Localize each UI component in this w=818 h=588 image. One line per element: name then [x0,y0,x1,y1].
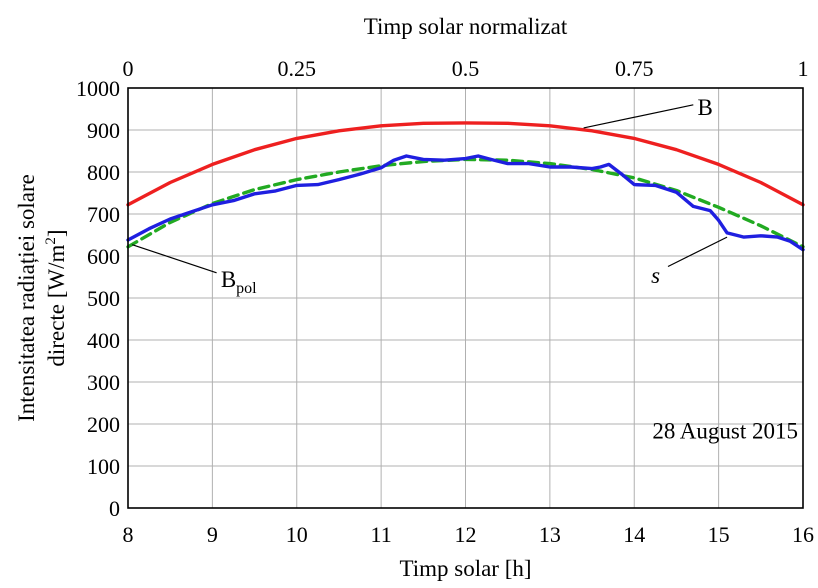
x-tick-label: 10 [286,522,308,547]
series-layer [126,121,805,252]
y-tick-label: 100 [87,454,120,479]
x-tick-label: 14 [623,522,645,547]
top-axis-tick-label: 0.25 [278,56,317,81]
x-tick-label: 16 [792,522,814,547]
y-tick-label: 0 [109,496,120,521]
y-tick-label: 300 [87,370,120,395]
grid [127,87,804,509]
y-axis-unit-close: ] [44,229,69,237]
top-axis-title: Timp solar normalizat [364,14,568,39]
series-label-bpol-sub: pol [236,280,257,297]
y-tick-label: 500 [87,286,120,311]
leader-line [583,104,694,129]
y-axis-title-line2: directe [W/m2] [43,229,69,366]
leader-line [667,236,728,268]
top-axis-tick-label: 0 [123,56,134,81]
y-tick-label: 400 [87,328,120,353]
top-axis-tick-label: 0.5 [452,56,480,81]
top-axis-tick-label: 0.75 [615,56,654,81]
x-tick-label: 9 [207,522,218,547]
y-tick-label: 1000 [76,76,120,101]
date-annotation: 28 August 2015 [652,419,798,444]
y-tick-label: 200 [87,412,120,437]
y-tick-label: 700 [87,202,120,227]
y-tick-label: 600 [87,244,120,269]
y-axis-title: Intensitatea radiației solare directe [W… [14,174,69,422]
y-axis-title-line1: Intensitatea radiației solare [14,174,39,422]
tick-labels: 8 9 10 11 12 13 14 15 16010020030040050060070080… [76,56,814,547]
x-tick-label: 13 [539,522,561,547]
x-tick-label: 11 [371,522,392,547]
series-line-b [126,121,805,207]
x-tick-label: 15 [708,522,730,547]
series-label-bpol-main: B [221,267,236,292]
leader-lines [132,104,728,274]
series-label-s: s [651,263,660,288]
series-label-bpol: Bpol [221,267,257,297]
x-tick-label: 8 [123,522,134,547]
series-label-b: B [698,95,713,120]
leader-line [132,244,217,274]
y-tick-label: 800 [87,160,120,185]
top-axis-tick-label: 1 [798,56,809,81]
series-line-s [126,154,805,252]
y-tick-label: 900 [87,118,120,143]
y-axis-unit-superscript: 2 [43,237,59,245]
x-tick-label: 12 [455,522,477,547]
plot-frame [127,87,804,509]
x-axis-title: Timp solar [h] [399,556,531,581]
y-axis-title-text: directe [W/m [44,244,69,366]
